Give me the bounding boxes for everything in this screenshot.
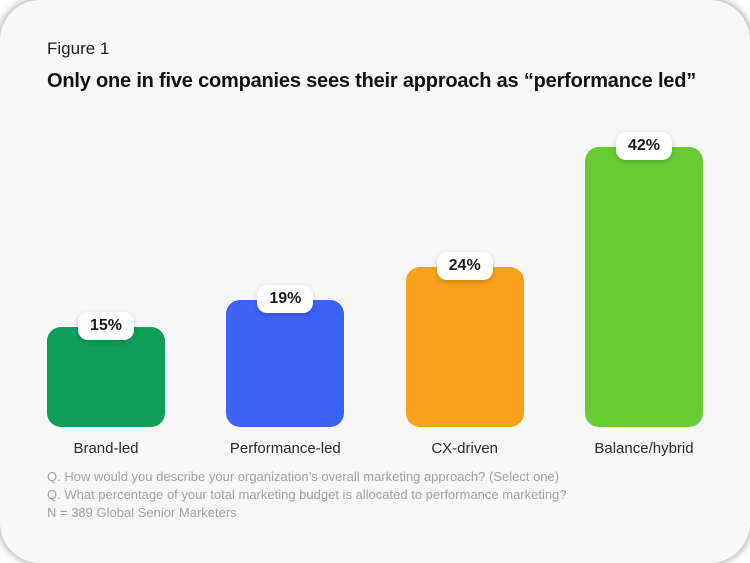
figure-header: Figure 1 Only one in five companies sees… [0,38,750,94]
bar-column-brand-led: 15% Brand-led [47,312,165,457]
bar-chart: 15% Brand-led 19% Performance-led 24% CX… [0,94,750,457]
value-badge-brand-led: 15% [77,312,135,340]
bar-balance-hybrid: 42% [584,132,703,427]
chart-title: Only one in five companies sees their ap… [47,70,697,92]
bar-column-cx-driven: 24% CX-driven [405,252,524,457]
footnote-question-1: Q. How would you describe your organizat… [47,469,560,484]
footnotes: Q. How would you describe your organizat… [0,468,750,522]
figure-label: Figure 1 [47,39,110,58]
footnote-sample-size: N = 389 Global Senior Marketers [47,505,237,520]
value-badge-cx-driven: 24% [436,252,493,280]
bar-performance-led: 19% [226,285,345,427]
bar-column-performance-led: 19% Performance-led [226,285,345,457]
category-label-cx-driven: CX-driven [431,440,498,457]
bar-brand-led: 15% [47,312,165,427]
footnote-question-2: Q. What percentage of your total marketi… [47,487,567,502]
bar-cx-driven: 24% [405,252,524,427]
category-label-performance-led: Performance-led [229,440,341,457]
value-badge-balance-hybrid: 42% [615,132,672,160]
bar-column-balance-hybrid: 42% Balance/hybrid [584,132,703,457]
value-badge-performance-led: 19% [257,285,314,313]
category-label-brand-led: Brand-led [73,440,139,457]
category-label-balance-hybrid: Balance/hybrid [594,440,694,457]
